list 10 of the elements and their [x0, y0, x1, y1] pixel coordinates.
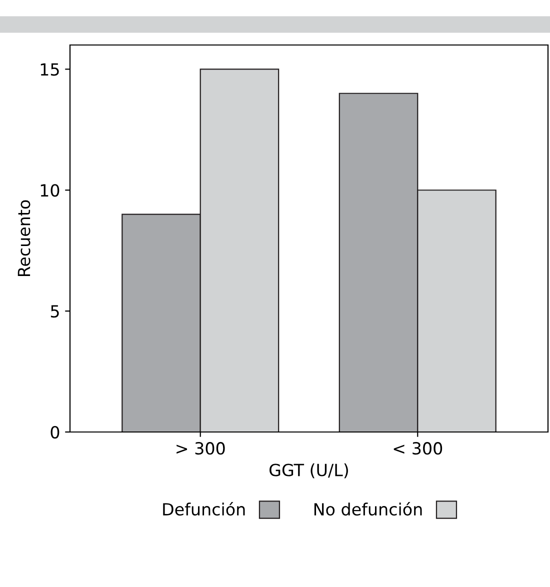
- x-axis-title: GGT (U/L): [270, 463, 348, 478]
- x-tick-label: < 300: [394, 442, 442, 455]
- y-tick-label: 5: [50, 305, 59, 318]
- y-tick-label: 0: [50, 426, 60, 439]
- legend-label: No defunción: [314, 502, 422, 516]
- legend-label: Defunción: [163, 502, 245, 516]
- y-tick-label: 10: [40, 184, 60, 197]
- y-tick-label: 15: [40, 63, 59, 76]
- x-tick-label: > 300: [176, 442, 225, 455]
- y-axis-title: Recuento: [18, 200, 30, 276]
